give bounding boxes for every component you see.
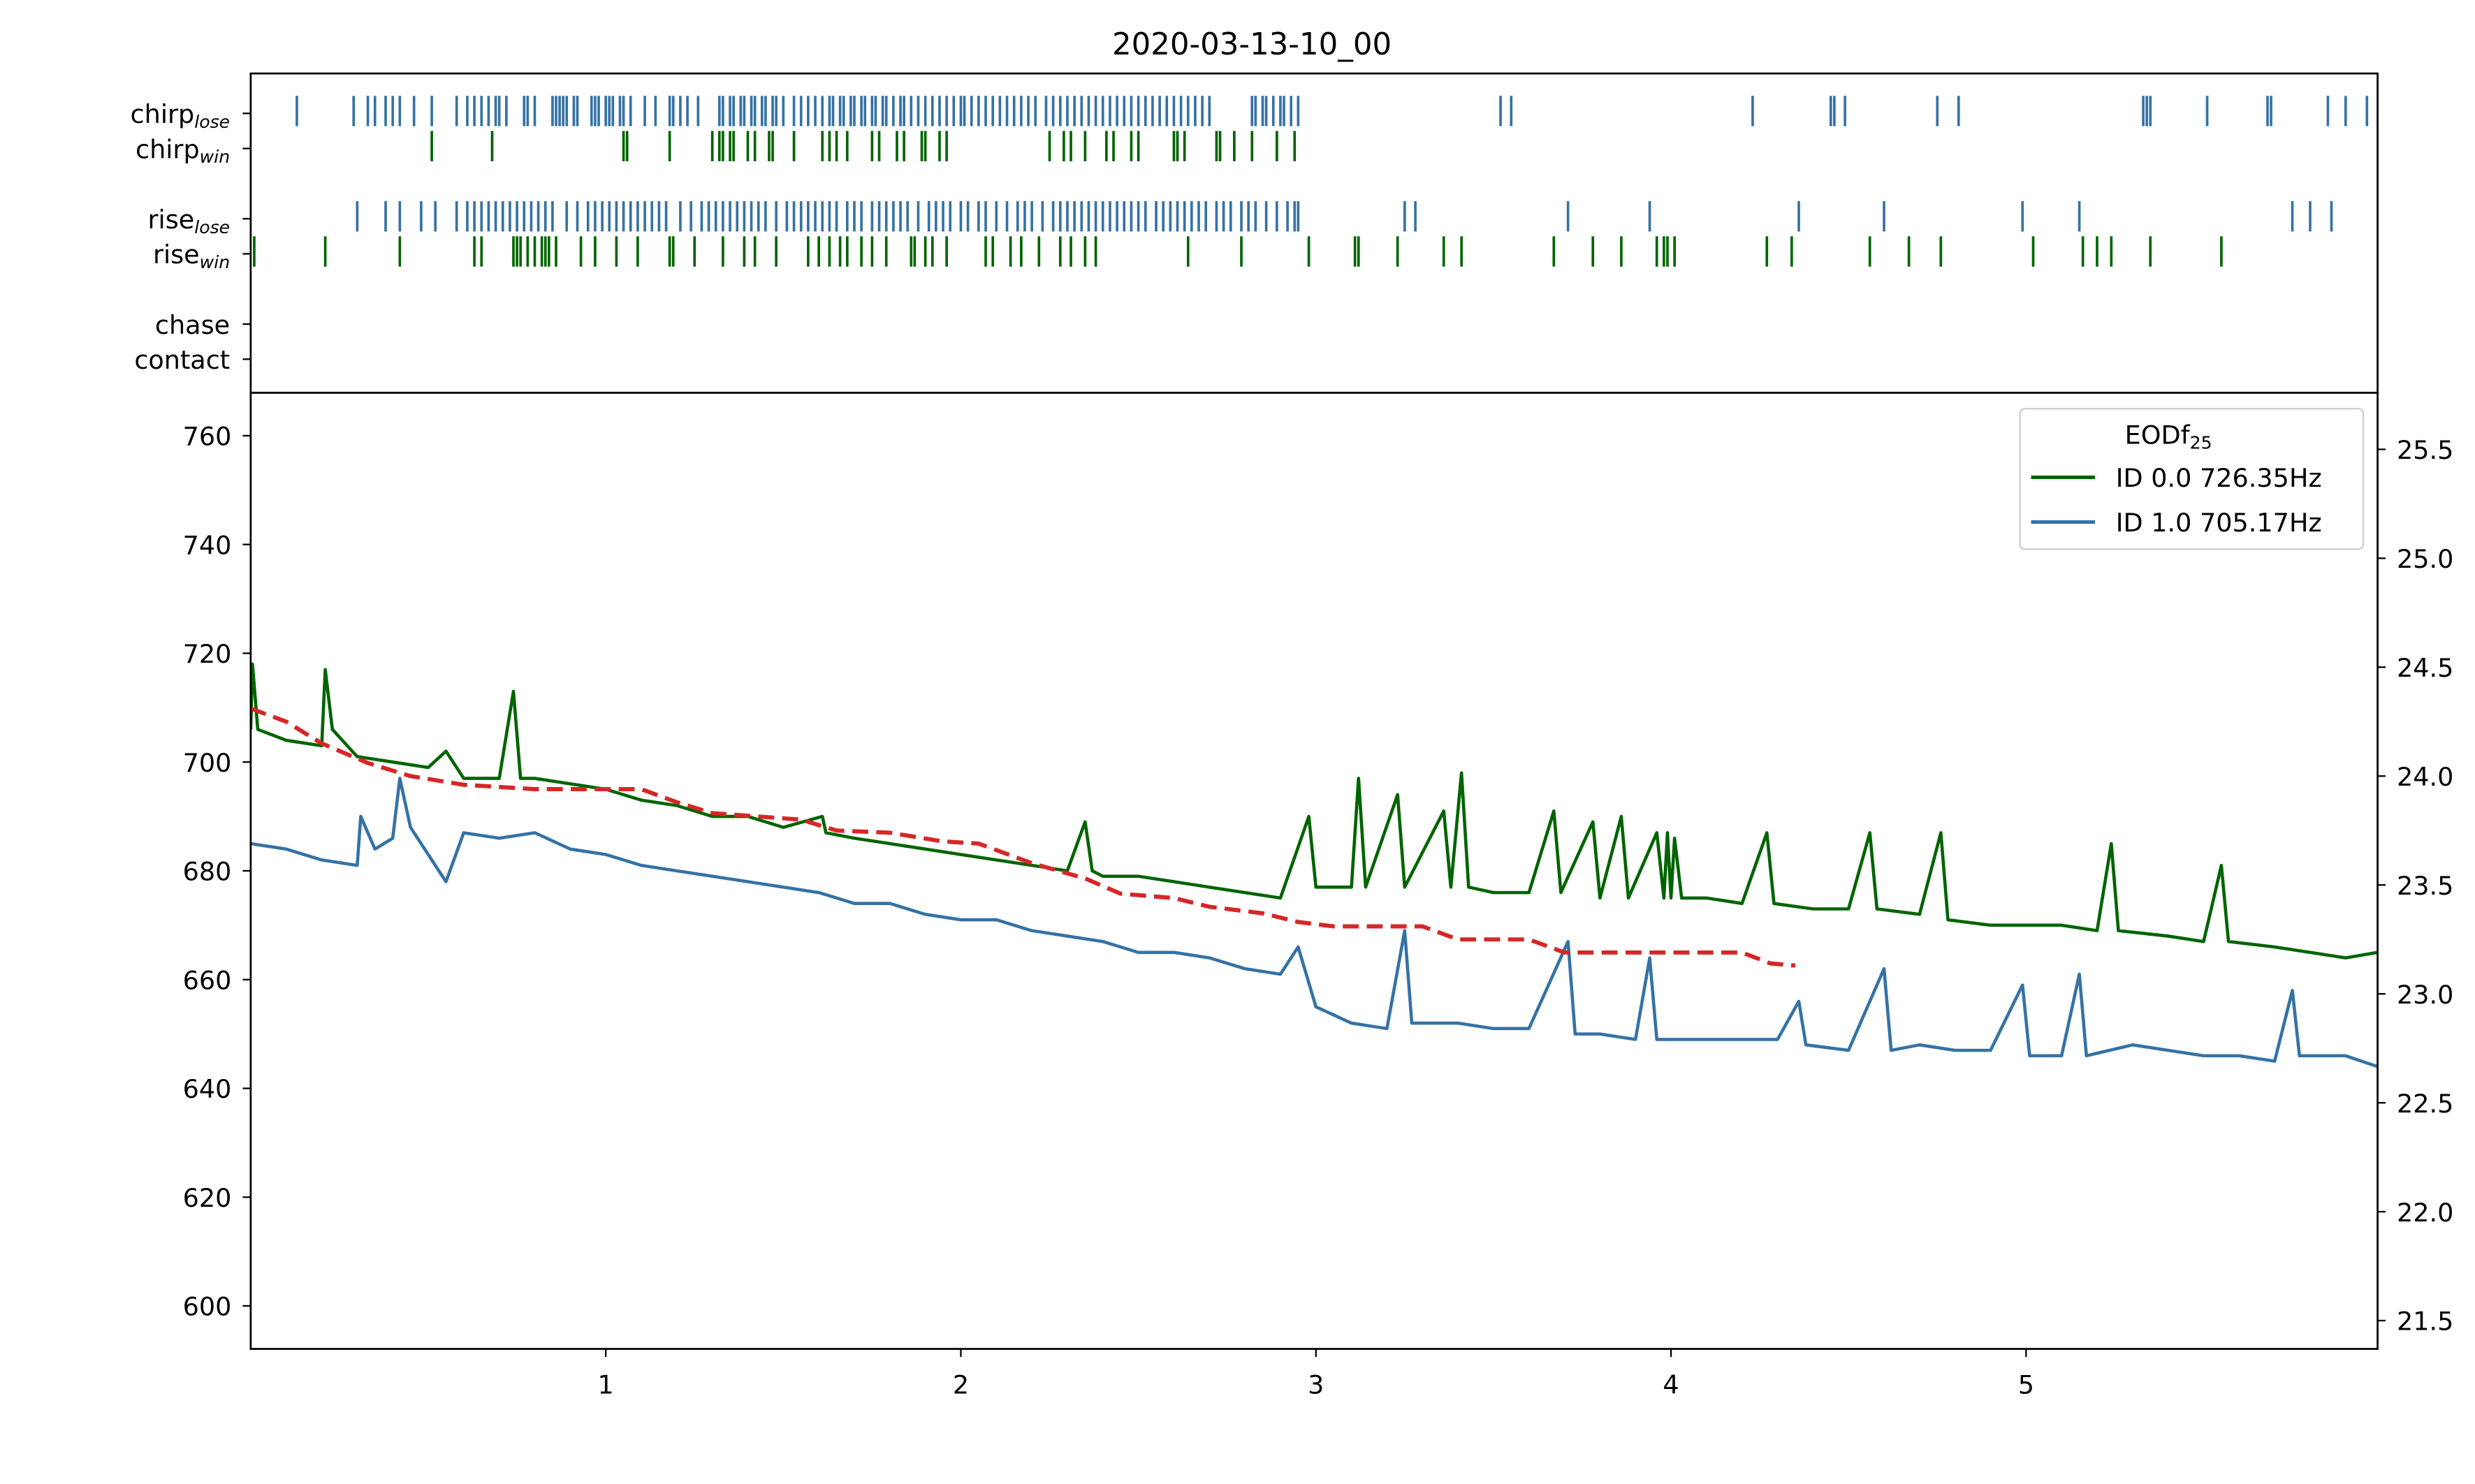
y2-tick-label: 25.5 <box>2397 435 2453 465</box>
y-tick-label: 600 <box>183 1292 232 1322</box>
y-tick-label: 660 <box>183 965 232 995</box>
frequency-plot-panel: 1 2 3 4 5 600 620 640 660 680 700 720 740 760 21.5 22.0… <box>183 422 2454 1400</box>
main-axes-frame <box>249 391 2379 1350</box>
y2-tick-label: 21.5 <box>2397 1307 2453 1337</box>
raster-row-label: chirplose <box>131 99 231 132</box>
x-tick-label: 4 <box>1663 1370 1679 1400</box>
legend-title: EODf25 <box>2125 420 2212 453</box>
x-tick-label: 1 <box>598 1370 614 1400</box>
chart-title: 2020-03-13-10_00 <box>1112 27 1392 62</box>
y-tick-label: 680 <box>183 857 232 887</box>
y2-tick-label: 24.0 <box>2397 762 2453 792</box>
x-tick-label: 5 <box>2018 1370 2034 1400</box>
raster-row-label: contact <box>134 345 230 375</box>
y2-tick-label: 25.0 <box>2397 544 2453 574</box>
legend-box <box>2019 408 2365 550</box>
y-tick-label: 700 <box>183 748 232 778</box>
legend-label: ID 1.0 705.17Hz <box>2116 508 2322 538</box>
y2-tick-label: 22.5 <box>2397 1089 2453 1119</box>
x-tick-label: 2 <box>953 1370 969 1400</box>
y2-tick-label: 24.5 <box>2397 653 2453 683</box>
temperature-line <box>250 706 1796 968</box>
series-line-0 <box>250 662 2378 960</box>
y-tick-label: 740 <box>183 530 232 560</box>
legend: EODf25 ID 0.0 726.35Hz ID 1.0 705.17Hz <box>2019 408 2365 550</box>
y2-tick-label: 23.5 <box>2397 871 2453 901</box>
series-line-1 <box>250 777 2378 1068</box>
legend-label: ID 0.0 726.35Hz <box>2116 463 2322 493</box>
x-tick-label: 3 <box>1308 1370 1324 1400</box>
raster-row-label: chirpwin <box>136 134 230 167</box>
y-tick-label: 720 <box>183 639 232 669</box>
y2-tick-label: 22.0 <box>2397 1198 2453 1228</box>
raster-row-label: riselose <box>148 205 231 237</box>
y-tick-label: 640 <box>183 1074 232 1104</box>
y-tick-label: 760 <box>183 422 232 452</box>
raster-row-label: risewin <box>153 240 230 272</box>
y-tick-label: 620 <box>183 1183 232 1213</box>
raster-row-label: chase <box>155 310 230 340</box>
y2-tick-label: 23.0 <box>2397 980 2453 1010</box>
